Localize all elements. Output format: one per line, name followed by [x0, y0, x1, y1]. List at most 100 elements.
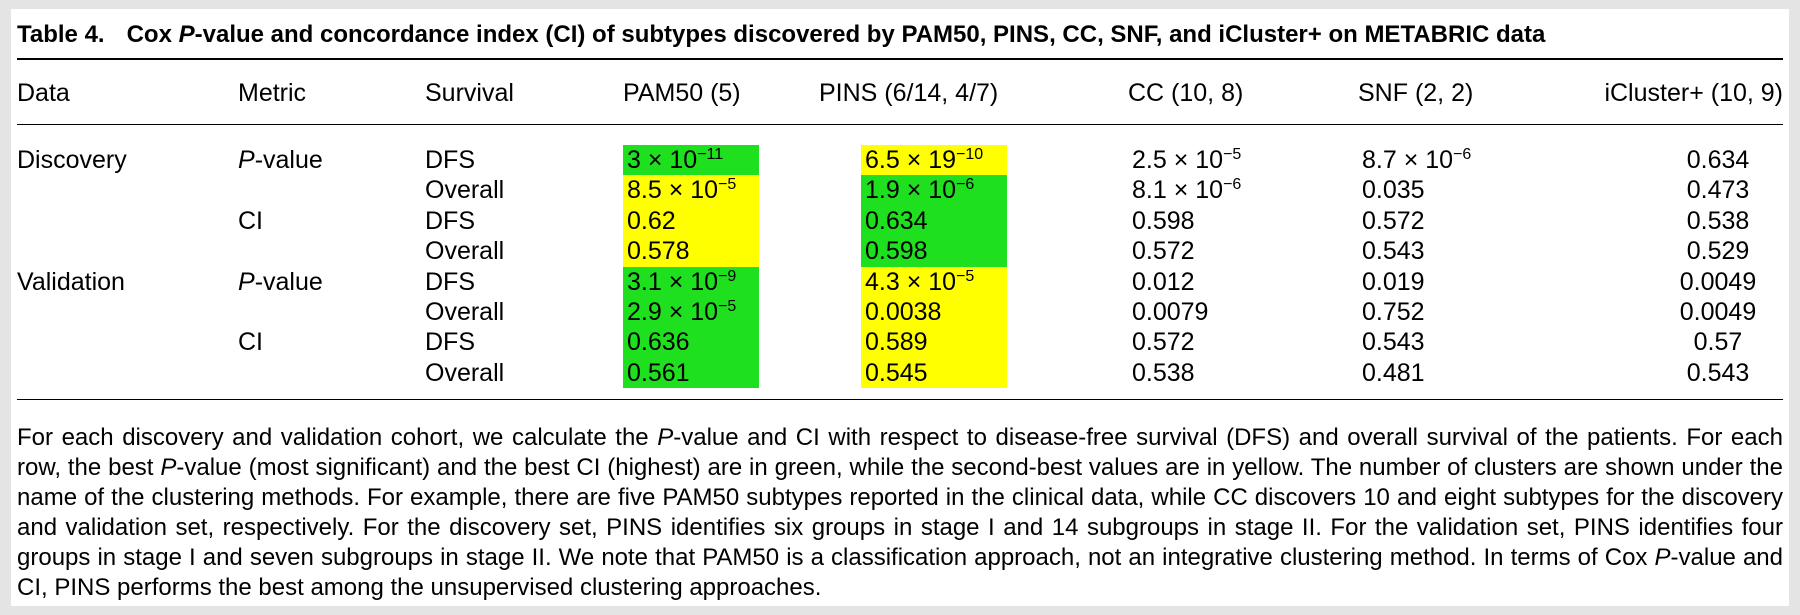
- value-text: 0.598: [865, 237, 928, 266]
- value-text: 0.538: [1686, 206, 1750, 235]
- value-cell: 0.572: [1132, 327, 1195, 357]
- value-text: 0.57: [1693, 328, 1743, 357]
- value-base: 3 × 10: [627, 146, 698, 174]
- survival-cell: Overall: [425, 176, 505, 205]
- value-base: 6.5 × 19: [865, 146, 957, 174]
- rule: [17, 124, 1783, 125]
- value-text: 0.538: [1132, 358, 1195, 387]
- survival-cell: Overall: [425, 237, 505, 266]
- value-text: 0.019: [1362, 267, 1425, 296]
- value-exponent: −6: [1223, 176, 1242, 194]
- highlight: [861, 205, 1007, 237]
- survival-cell: Overall: [425, 358, 505, 387]
- value-exponent: −6: [956, 176, 975, 194]
- value-text: 0.0049: [1679, 298, 1757, 326]
- value-text: 0.035: [1362, 176, 1425, 205]
- value-cell: 0.752: [1362, 297, 1425, 327]
- highlight: [623, 266, 759, 297]
- value-text: 0.634: [865, 206, 928, 235]
- value-cell: 6.5 × 19−10: [865, 145, 983, 175]
- survival-cell: DFS: [425, 206, 475, 235]
- value-cell: 0.578: [627, 236, 690, 266]
- value-cell: 2.5 × 10−5: [1132, 145, 1241, 175]
- value-exponent: −6: [1453, 146, 1472, 163]
- text-run: -value: [254, 267, 323, 296]
- value-cell: 0.0049: [1643, 297, 1793, 327]
- text-run: -value and concordance index (CI) of sub…: [194, 21, 1546, 48]
- value-text: 0.578: [627, 237, 690, 266]
- value-base: 8.1 × 10: [1132, 176, 1224, 205]
- highlight: [623, 175, 759, 206]
- value-text: 0.543: [1362, 237, 1425, 266]
- value-cell: 0.634: [865, 206, 928, 236]
- value-cell: 0.538: [1132, 358, 1195, 388]
- text-run: CI: [238, 328, 263, 357]
- text-run: P: [657, 424, 674, 451]
- metric-cell: CI: [238, 206, 263, 236]
- value-cell: 0.561: [627, 358, 690, 388]
- highlight: [861, 266, 1007, 297]
- column-header: PAM50 (5): [623, 79, 741, 107]
- text-run: -value (most significant) and the best C…: [17, 454, 1784, 571]
- metric-cell: P-value: [238, 145, 323, 175]
- highlight: [623, 327, 759, 358]
- value-cell: 1.9 × 10−6: [865, 175, 974, 205]
- data-cell: Discovery: [17, 146, 127, 174]
- highlight: [861, 297, 1007, 328]
- value-exponent: −5: [718, 298, 737, 315]
- value-cell: 0.481: [1362, 358, 1425, 388]
- value-cell: 0.636: [627, 327, 690, 357]
- value-cell: 0.529: [1643, 236, 1793, 266]
- value-text: 0.598: [1132, 206, 1195, 235]
- column-header: Metric: [238, 79, 307, 107]
- highlight: [623, 236, 759, 267]
- value-base: 8.7 × 10: [1362, 146, 1454, 174]
- value-text: 0.545: [865, 358, 928, 387]
- value-text: 0.589: [865, 328, 928, 357]
- value-text: 0.529: [1686, 237, 1750, 266]
- value-text: 0.0049: [1679, 267, 1757, 296]
- highlight: [861, 327, 1007, 358]
- value-cell: 4.3 × 10−5: [865, 267, 974, 297]
- value-exponent: −5: [1223, 146, 1242, 163]
- text-run: -value: [254, 146, 323, 174]
- data-cell: Validation: [17, 267, 125, 296]
- table-caption: Cox P-value and concordance index (CI) o…: [127, 21, 1546, 48]
- value-base: 8.5 × 10: [627, 176, 719, 205]
- value-cell: 0.572: [1362, 206, 1425, 236]
- value-text: 0.0079: [1132, 298, 1209, 326]
- value-cell: 8.7 × 10−6: [1362, 145, 1471, 175]
- highlight: [623, 297, 759, 328]
- highlight: [623, 205, 759, 237]
- survival-cell: DFS: [425, 267, 475, 296]
- value-cell: 0.57: [1643, 327, 1793, 357]
- text-run: P: [160, 454, 177, 481]
- value-text: 0.543: [1362, 328, 1425, 357]
- value-exponent: −5: [956, 267, 975, 285]
- column-header: CC (10, 8): [1128, 79, 1244, 107]
- highlight: [623, 357, 759, 389]
- column-header: Data: [17, 79, 70, 107]
- text-run: Cox: [126, 21, 179, 48]
- column-header: SNF (2, 2): [1358, 79, 1474, 107]
- value-text: 0.473: [1686, 176, 1750, 205]
- survival-cell: Overall: [425, 298, 505, 326]
- column-header: PINS (6/14, 4/7): [819, 79, 999, 107]
- value-base: 2.5 × 10: [1132, 146, 1224, 174]
- value-cell: 0.473: [1643, 175, 1793, 205]
- value-cell: 0.572: [1132, 236, 1195, 266]
- value-text: 0.636: [627, 328, 690, 357]
- metric-cell: P-value: [238, 267, 323, 297]
- value-cell: 0.538: [1643, 206, 1793, 236]
- value-cell: 0.0079: [1132, 297, 1208, 327]
- value-cell: 0.0049: [1643, 267, 1793, 297]
- column-header: Survival: [425, 79, 514, 107]
- value-cell: 0.589: [865, 327, 928, 357]
- value-cell: 8.1 × 10−6: [1132, 175, 1241, 205]
- value-text: 0.481: [1362, 358, 1425, 387]
- survival-cell: DFS: [425, 328, 475, 357]
- value-cell: 0.0038: [865, 297, 941, 327]
- value-text: 0.561: [627, 358, 690, 387]
- highlight: [861, 357, 1007, 389]
- value-exponent: −9: [718, 267, 737, 285]
